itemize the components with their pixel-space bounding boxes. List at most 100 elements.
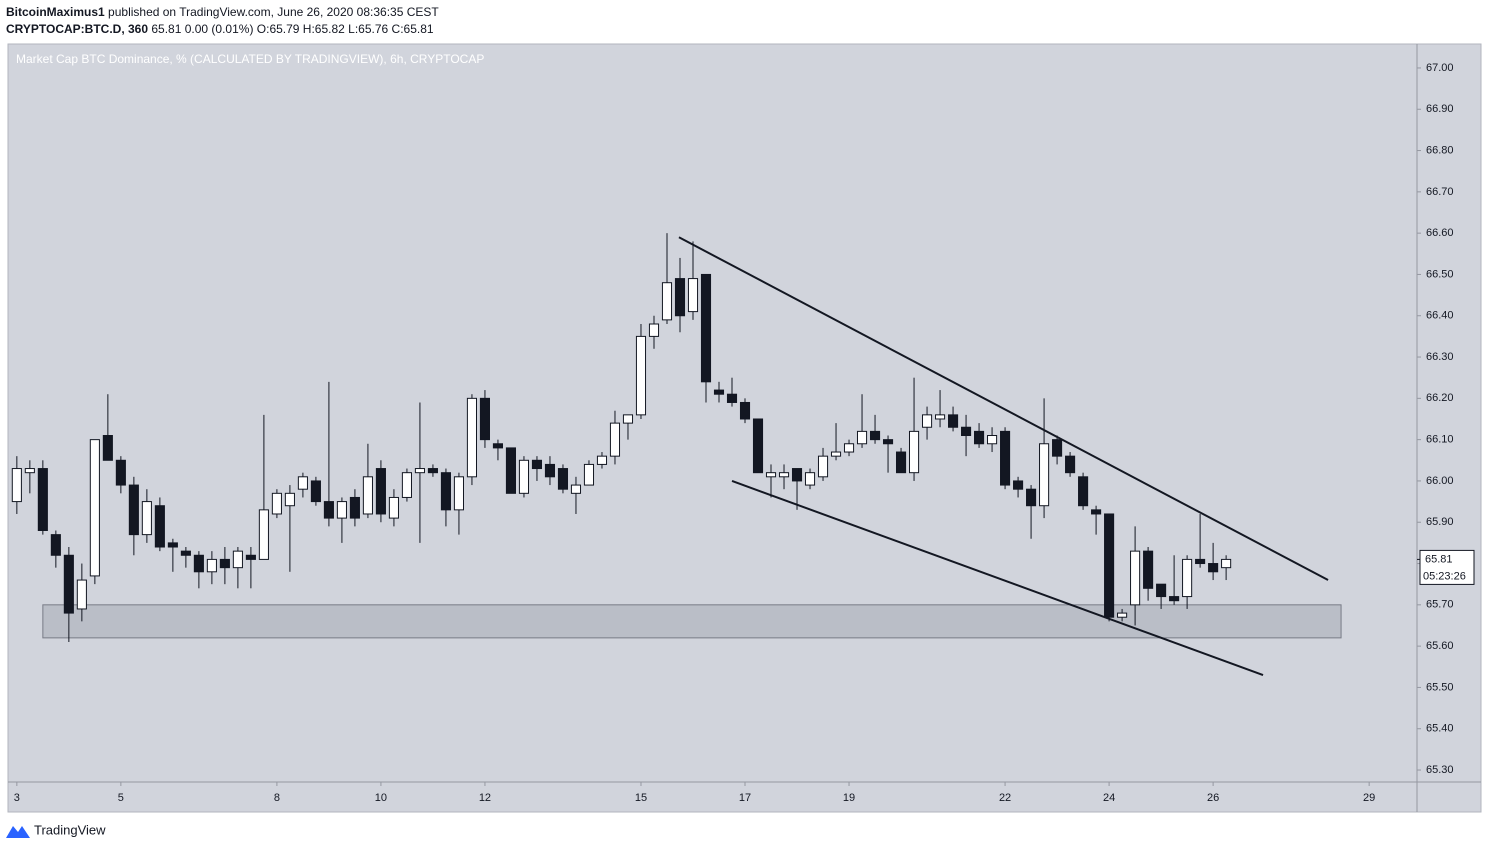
- y-tick-label: 66.10: [1426, 434, 1454, 446]
- y-tick-label: 66.40: [1426, 310, 1454, 322]
- candle-body: [1156, 583, 1167, 598]
- candle-body: [414, 468, 425, 474]
- candle: [323, 381, 334, 527]
- candle-body: [1000, 430, 1011, 486]
- candle: [271, 489, 282, 519]
- x-tick-label: 5: [118, 792, 124, 804]
- candle: [349, 489, 360, 527]
- candle: [401, 468, 412, 502]
- y-tick-label: 66.70: [1426, 186, 1454, 198]
- candle: [609, 410, 621, 465]
- candle-body: [921, 414, 933, 428]
- candle: [921, 406, 933, 440]
- candle: [154, 497, 165, 552]
- candle: [245, 547, 256, 589]
- candle: [1182, 555, 1193, 609]
- x-tick-label: 10: [375, 792, 387, 804]
- candle: [206, 551, 217, 585]
- candle-body: [804, 472, 816, 486]
- candle: [674, 257, 686, 333]
- candle-body: [843, 443, 855, 453]
- candle: [167, 538, 178, 572]
- candle: [817, 447, 829, 481]
- candle-body: [1117, 612, 1128, 618]
- candle-body: [1013, 480, 1024, 490]
- candle: [193, 551, 204, 589]
- chart-title: Market Cap BTC Dominance, % (CALCULATED …: [16, 52, 484, 66]
- candle-body: [180, 550, 191, 556]
- candle-body: [310, 480, 321, 503]
- candle: [804, 468, 816, 490]
- support-zone: [42, 604, 1342, 639]
- candle: [180, 547, 191, 568]
- candle: [89, 439, 100, 585]
- candle: [1065, 452, 1076, 477]
- candle-body: [1091, 509, 1102, 515]
- candle: [531, 456, 543, 481]
- candle-body: [1026, 488, 1037, 507]
- countdown: 05:23:26: [1423, 570, 1466, 582]
- y-tick-label: 65.90: [1426, 516, 1454, 528]
- logo-icon: [6, 826, 30, 838]
- x-tick-label: 12: [479, 792, 491, 804]
- y-tick-label: 65.50: [1426, 681, 1454, 693]
- candle-body: [362, 476, 373, 515]
- candle: [1039, 398, 1050, 519]
- candle-body: [635, 335, 647, 416]
- candle-body: [50, 534, 61, 556]
- x-tick-label: 24: [1103, 792, 1115, 804]
- candle: [948, 406, 959, 432]
- candle: [115, 456, 126, 494]
- x-tick-label: 19: [843, 792, 855, 804]
- candle: [427, 464, 438, 477]
- candle-body: [778, 472, 790, 478]
- candle-body: [1195, 558, 1206, 565]
- candle: [1208, 542, 1219, 581]
- candle-body: [882, 439, 894, 445]
- quote: 65.81 0.00 (0.01%) O:65.79 H:65.82 L:65.…: [151, 22, 434, 36]
- candle: [76, 563, 87, 622]
- candle: [518, 456, 530, 498]
- candle-body: [648, 323, 660, 337]
- candle: [583, 460, 595, 486]
- candle: [466, 394, 477, 486]
- candle-body: [388, 496, 399, 519]
- x-tick-label: 15: [635, 792, 647, 804]
- candle-body: [245, 554, 256, 560]
- candle-body: [284, 492, 295, 507]
- candle-body: [1143, 550, 1154, 589]
- trendline: [731, 479, 1264, 676]
- candle: [869, 414, 881, 444]
- candle: [479, 390, 490, 448]
- candle-body: [1169, 596, 1180, 602]
- logo: TradingView: [6, 822, 106, 838]
- candle-body: [948, 414, 959, 428]
- trendline: [678, 236, 1329, 581]
- candle: [895, 447, 907, 474]
- candle: [258, 414, 269, 560]
- y-tick-label: 66.80: [1426, 144, 1454, 156]
- candle: [1052, 435, 1063, 465]
- candle: [24, 460, 35, 494]
- last-price-box: [1419, 549, 1475, 585]
- candle: [687, 241, 699, 320]
- footer-brand: TradingView: [34, 822, 106, 837]
- candle-body: [24, 468, 35, 474]
- candle: [1026, 485, 1037, 539]
- candle-body: [492, 443, 504, 449]
- candle-body: [856, 430, 868, 445]
- candle-body: [466, 397, 477, 478]
- candle-body: [570, 484, 582, 494]
- candle-body: [713, 389, 725, 395]
- publish-info: published on TradingView.com, June 26, 2…: [108, 5, 439, 19]
- candle-body: [115, 459, 126, 486]
- symbol: CRYPTOCAP:BTC.D, 360: [6, 22, 149, 36]
- candle: [596, 452, 608, 469]
- candle: [232, 547, 243, 589]
- y-tick-label: 65.30: [1426, 764, 1454, 776]
- candle-body: [323, 501, 334, 519]
- candle-body: [531, 459, 543, 470]
- candle-body: [1065, 455, 1076, 474]
- candle: [974, 423, 985, 448]
